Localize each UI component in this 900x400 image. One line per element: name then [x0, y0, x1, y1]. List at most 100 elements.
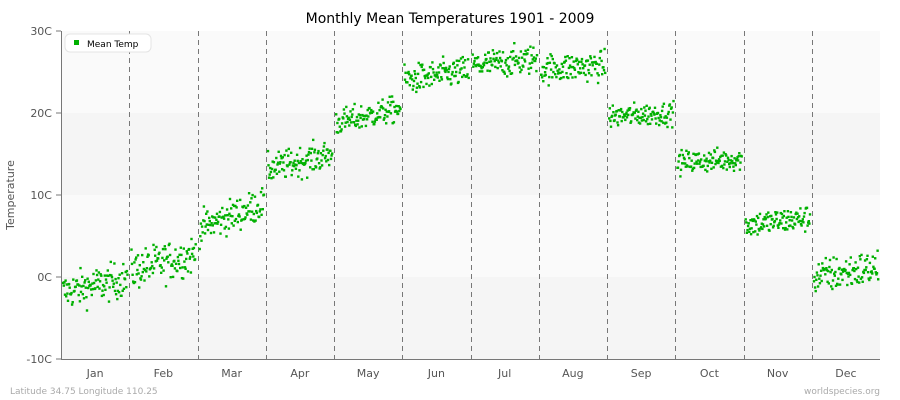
data-point: [660, 120, 663, 123]
data-point: [230, 222, 233, 225]
data-point: [164, 248, 167, 251]
data-point: [239, 198, 242, 202]
data-point: [237, 213, 241, 216]
data-point: [649, 122, 652, 125]
data-point: [577, 60, 581, 64]
data-point: [630, 120, 633, 123]
data-point: [493, 59, 496, 63]
data-point: [799, 222, 803, 226]
data-point: [272, 176, 275, 179]
data-point: [397, 105, 400, 108]
data-point: [573, 68, 577, 71]
data-point: [224, 225, 228, 229]
x-tick-label: Oct: [700, 367, 720, 380]
data-point: [347, 116, 350, 119]
data-point: [281, 168, 284, 171]
data-point: [355, 115, 359, 119]
data-point: [269, 170, 273, 174]
data-point: [130, 248, 133, 251]
data-point: [838, 266, 841, 270]
data-point: [450, 73, 454, 76]
data-point: [506, 75, 509, 78]
data-point: [184, 267, 187, 270]
data-point: [813, 275, 816, 279]
data-point: [385, 122, 388, 125]
x-tick-label: Mar: [221, 367, 242, 380]
data-point: [458, 71, 461, 74]
data-point: [761, 223, 765, 226]
data-point: [275, 172, 279, 175]
data-point: [505, 64, 508, 67]
data-point: [750, 227, 753, 230]
grid-band: [61, 195, 880, 277]
data-point: [524, 49, 527, 52]
data-point: [212, 231, 216, 234]
data-point: [228, 197, 232, 201]
data-point: [113, 262, 116, 265]
data-point: [346, 120, 349, 124]
data-point: [125, 286, 128, 289]
data-point: [145, 267, 149, 270]
data-point: [682, 162, 685, 165]
data-point: [286, 165, 289, 168]
data-point: [589, 55, 592, 58]
data-point: [413, 70, 416, 73]
data-point: [163, 259, 166, 262]
data-point: [744, 218, 747, 221]
data-point: [716, 146, 719, 149]
data-point: [174, 248, 177, 251]
data-point: [326, 148, 329, 151]
data-point: [644, 120, 648, 123]
data-point: [79, 266, 82, 270]
data-point: [795, 217, 799, 221]
data-point: [509, 55, 512, 59]
data-point: [455, 59, 458, 62]
data-point: [212, 216, 215, 219]
data-point: [379, 116, 382, 119]
data-point: [439, 64, 442, 67]
legend-label: Mean Temp: [87, 40, 139, 50]
data-point: [77, 293, 80, 297]
data-point: [528, 62, 531, 65]
data-point: [497, 59, 500, 62]
data-point: [602, 66, 605, 69]
data-point: [317, 149, 320, 153]
data-point: [163, 245, 166, 248]
data-point: [604, 71, 607, 75]
data-point: [488, 60, 491, 63]
data-point: [373, 123, 376, 126]
data-point: [278, 170, 281, 173]
data-point: [698, 160, 702, 163]
data-point: [689, 165, 693, 168]
data-point: [227, 227, 231, 230]
data-point: [803, 211, 806, 215]
data-point: [225, 208, 229, 211]
data-point: [466, 73, 469, 76]
data-point: [824, 256, 827, 260]
data-point: [300, 161, 303, 165]
data-point: [313, 148, 317, 151]
data-point: [130, 262, 134, 266]
data-point: [549, 53, 552, 56]
data-point: [570, 56, 574, 59]
data-point: [79, 290, 83, 294]
data-point: [840, 273, 843, 276]
data-point: [246, 213, 249, 216]
data-point: [234, 204, 237, 208]
data-point: [64, 279, 67, 282]
data-point: [69, 293, 73, 296]
data-point: [739, 161, 742, 164]
data-point: [461, 75, 464, 79]
data-point: [783, 210, 786, 213]
data-point: [547, 84, 550, 87]
data-point: [371, 120, 374, 123]
data-point: [841, 270, 845, 273]
data-point: [615, 109, 619, 113]
data-point: [292, 161, 295, 165]
data-point: [593, 55, 596, 59]
data-point: [489, 60, 493, 63]
data-point: [307, 153, 310, 156]
data-point: [185, 257, 188, 261]
data-point: [428, 84, 431, 87]
data-point: [792, 227, 795, 230]
